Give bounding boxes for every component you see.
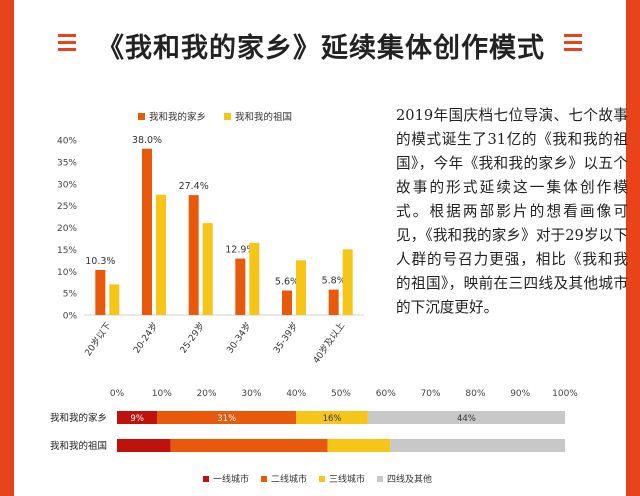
y-tick-label: 10%: [57, 268, 77, 278]
segment-label: 44%: [457, 414, 476, 424]
data-label: 12.9%: [225, 245, 255, 256]
legend-label: 一线城市: [213, 473, 249, 485]
x-tick-label: 20岁以下: [82, 320, 114, 358]
x-tick-label: 80%: [465, 389, 485, 399]
legend-swatch: [377, 476, 383, 482]
bar-motherland: [296, 260, 306, 315]
x-tick-label: 40岁及以上: [310, 320, 347, 366]
segment-label: 9%: [130, 414, 144, 424]
x-tick-label: 10%: [152, 389, 172, 399]
bar-motherland: [156, 194, 166, 315]
bar-hometown: [142, 148, 152, 315]
page-title: 《我和我的家乡》延续集体创作模式: [97, 33, 545, 64]
y-tick-label: 40%: [57, 137, 77, 147]
legend-swatch: [319, 476, 325, 482]
x-tick-label: 70%: [421, 389, 441, 399]
bar-motherland: [109, 284, 120, 315]
title-row: 《我和我的家乡》延续集体创作模式: [14, 18, 626, 70]
segment-label: 16%: [323, 414, 342, 424]
row-label: 我和我的家乡: [50, 412, 107, 424]
bar-motherland: [342, 249, 353, 315]
legend-label: 四线及其他: [387, 473, 432, 485]
legend-swatch: [224, 113, 231, 120]
y-tick-label: 5%: [63, 290, 78, 300]
y-tick-label: 0%: [63, 312, 78, 322]
x-tick-label: 20%: [197, 389, 217, 399]
segment-3: [327, 439, 391, 452]
bar-motherland: [249, 242, 260, 315]
legend-swatch: [203, 476, 209, 482]
legend-label: 三线城市: [329, 473, 365, 485]
bar-hometown: [328, 289, 339, 315]
legend-label: 我和我的祖国: [235, 111, 292, 123]
segment-4: [367, 411, 565, 424]
legend-label: 二线城市: [271, 473, 307, 485]
segment-2: [170, 439, 328, 452]
segment-1: [117, 411, 158, 424]
data-label: 27.4%: [179, 181, 209, 192]
y-tick-label: 25%: [57, 202, 77, 212]
x-tick-label: 30-34岁: [224, 320, 254, 356]
data-label: 10.3%: [85, 256, 115, 267]
bar-hometown: [282, 290, 292, 315]
data-label: 5.8%: [322, 276, 346, 287]
content-card: 《我和我的家乡》延续集体创作模式 2019年国庆档七位导演、七个故事的模式诞生了…: [14, 0, 628, 496]
bar-hometown: [188, 195, 199, 315]
x-tick-label: 60%: [376, 389, 396, 399]
legend-swatch: [138, 113, 145, 120]
row-label: 我和我的祖国: [50, 440, 107, 452]
bar-hometown: [95, 269, 106, 315]
x-tick-label: 90%: [510, 389, 530, 399]
x-tick-label: 35-39岁: [270, 320, 300, 356]
right-menu-icon: [564, 34, 582, 55]
x-tick-label: 25-29岁: [177, 320, 207, 356]
data-label: 38.0%: [132, 135, 162, 146]
y-tick-label: 35%: [57, 158, 77, 168]
legend-swatch: [261, 476, 267, 482]
x-tick-label: 100%: [552, 389, 578, 399]
data-label: 5.6%: [275, 277, 299, 288]
left-menu-icon: [58, 34, 76, 55]
y-tick-label: 20%: [57, 224, 77, 234]
x-tick-label: 20-24岁: [130, 320, 160, 356]
segment-4: [390, 439, 565, 452]
x-tick-label: 50%: [331, 389, 351, 399]
legend-label: 我和我的家乡: [149, 111, 206, 123]
x-tick-label: 30%: [241, 389, 261, 399]
segment-3: [296, 411, 368, 424]
bar-motherland: [202, 223, 213, 315]
y-tick-label: 30%: [57, 180, 77, 190]
segment-2: [157, 411, 297, 424]
x-tick-label: 40%: [286, 389, 306, 399]
x-tick-label: 0%: [110, 389, 125, 399]
y-tick-label: 15%: [57, 246, 77, 256]
bar-hometown: [235, 258, 246, 315]
segment-label: 31%: [217, 414, 236, 424]
description-paragraph: 2019年国庆档七位导演、七个故事的模式诞生了31亿的《我和我的祖国》，今年《我…: [396, 107, 628, 316]
segment-1: [117, 439, 171, 452]
